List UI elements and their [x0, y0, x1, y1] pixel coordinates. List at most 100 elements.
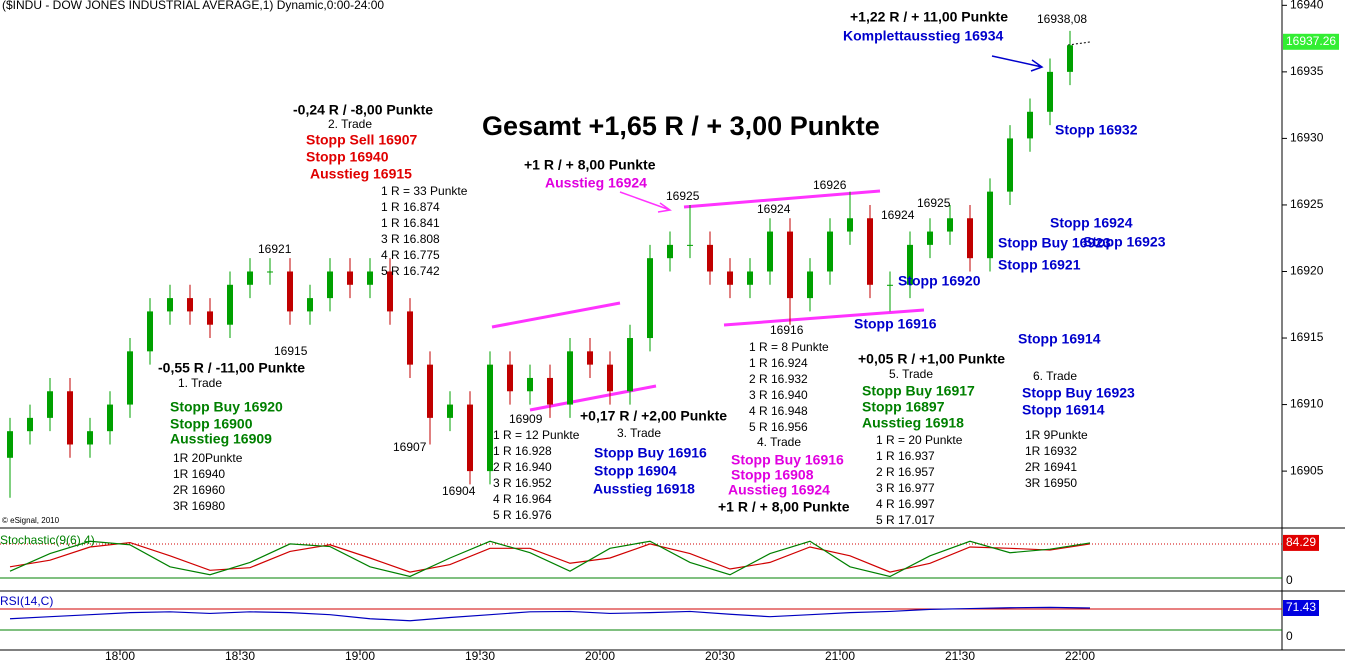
candle-body	[307, 298, 313, 312]
stochastic-label: Stochastic(9(6),4)	[0, 533, 95, 547]
annotation: 1 R 16.928	[493, 444, 552, 458]
candle-body	[607, 364, 613, 392]
annotation: Stopp Buy 16923	[1022, 385, 1135, 401]
annotation: Stopp Buy 16920	[170, 399, 283, 415]
annotation: 4. Trade	[757, 435, 801, 449]
annotation: 1 R 16.924	[749, 356, 808, 370]
candle-body	[887, 284, 893, 286]
candle-body	[867, 218, 873, 285]
annotation: Ausstieg 16924	[545, 175, 647, 191]
candle-body	[107, 404, 113, 432]
annotation: 16904	[442, 484, 476, 498]
candle-body	[627, 338, 633, 392]
annotation: 3R 16950	[1025, 476, 1077, 490]
candle-body	[647, 258, 653, 339]
candle-body	[187, 298, 193, 312]
annotation: 16909	[509, 412, 543, 426]
annotation: 1 R = 33 Punkte	[381, 184, 468, 198]
y-tick-label: 16940	[1290, 0, 1324, 11]
annotation: 16916	[770, 323, 804, 337]
annotation: 16938,08	[1037, 12, 1087, 26]
annotation: 16907	[393, 440, 427, 454]
candle-body	[27, 417, 33, 432]
annotation: Ausstieg 16915	[310, 166, 412, 182]
annotation: Ausstieg 16918	[862, 415, 964, 431]
candle-body	[267, 271, 273, 273]
annotation: 5. Trade	[889, 367, 933, 381]
stoch-last-box	[1283, 534, 1319, 551]
candle-body	[567, 351, 573, 405]
annotation: Stopp 16923	[1083, 234, 1166, 250]
annotation: 2R 16941	[1025, 460, 1077, 474]
annotation: Stopp 16908	[731, 467, 814, 483]
annotation: +0,05 R / +1,00 Punkte	[858, 351, 1005, 367]
candle-body	[287, 271, 293, 312]
rsi-zero: 0	[1286, 629, 1293, 643]
annotation: 3. Trade	[617, 426, 661, 440]
candle-body	[1027, 111, 1033, 139]
annotation: 1R 9Punkte	[1025, 428, 1088, 442]
annotation: 4 R 16.964	[493, 492, 552, 506]
annotation: 4 R 16.997	[876, 497, 935, 511]
candle-body	[767, 231, 773, 272]
annotation: Stopp 16920	[898, 273, 981, 289]
y-tick-label: 16930	[1290, 131, 1324, 145]
x-tick-label: 20:30	[705, 649, 735, 663]
annotation: 5 R 17.017	[876, 513, 935, 527]
y-tick-label: 16905	[1290, 463, 1324, 477]
arrow	[619, 191, 672, 213]
candle-body	[167, 298, 173, 312]
last-price-label: 16937.26	[1286, 34, 1336, 48]
annotation: 3 R 16.808	[381, 232, 440, 246]
x-tick-label: 21:00	[825, 649, 855, 663]
annotation: Stopp Buy 16923	[998, 235, 1111, 251]
annotation: Gesamt +1,65 R / + 3,00 Punkte	[482, 111, 880, 141]
annotation: Stopp 16932	[1055, 122, 1138, 138]
annotation: Stopp Buy 16917	[862, 383, 975, 399]
annotation: Stopp 16940	[306, 149, 389, 165]
candle-body	[787, 231, 793, 299]
candle-body	[947, 218, 953, 232]
annotation: 1R 20Punkte	[173, 451, 243, 465]
rsi-last-box	[1283, 599, 1319, 616]
annotation: 2 R 16.940	[493, 460, 552, 474]
candle-body	[1007, 138, 1013, 192]
candle-body	[227, 284, 233, 325]
annotation: Stopp Sell 16907	[306, 132, 417, 148]
stoch-zero: 0	[1286, 573, 1293, 587]
annotation: 2R 16960	[173, 483, 225, 497]
annotation: 3 R 16.952	[493, 476, 552, 490]
annotation: Stopp 16914	[1018, 331, 1101, 347]
candle-body	[487, 364, 493, 472]
annotation: 3 R 16.977	[876, 481, 935, 495]
candle-body	[147, 311, 153, 352]
y-tick-label: 16910	[1290, 397, 1324, 411]
candle-body	[687, 244, 693, 246]
annotation: Stopp 16900	[170, 416, 253, 432]
candle-body	[347, 271, 353, 285]
annotation: Ausstieg 16924	[728, 482, 830, 498]
annotation: 5 R 16.956	[749, 420, 808, 434]
annotation: 1R 16932	[1025, 444, 1077, 458]
annotation: Stopp Buy 16916	[731, 452, 844, 468]
annotation: 1 R = 8 Punkte	[749, 340, 829, 354]
copyright: © eSignal, 2010	[2, 516, 60, 525]
annotation: 16924	[881, 208, 915, 222]
annotation: Komplettausstieg 16934	[843, 28, 1003, 44]
annotation: 16915	[274, 344, 308, 358]
annotation: 6. Trade	[1033, 369, 1077, 383]
stochastic-k-line	[9, 540, 1091, 578]
annotation: 1. Trade	[178, 376, 222, 390]
annotation: -0,55 R / -11,00 Punkte	[158, 360, 305, 376]
candle-body	[587, 351, 593, 365]
x-tick-label: 18:30	[225, 649, 255, 663]
candle-body	[1067, 45, 1073, 72]
x-tick-label: 19:30	[465, 649, 495, 663]
annotation: +0,17 R / +2,00 Punkte	[580, 408, 727, 424]
candle-body	[907, 244, 913, 285]
annotation: 16925	[917, 196, 951, 210]
annotation: 16926	[813, 178, 847, 192]
annotation: +1,22 R / + 11,00 Punkte	[850, 9, 1008, 25]
